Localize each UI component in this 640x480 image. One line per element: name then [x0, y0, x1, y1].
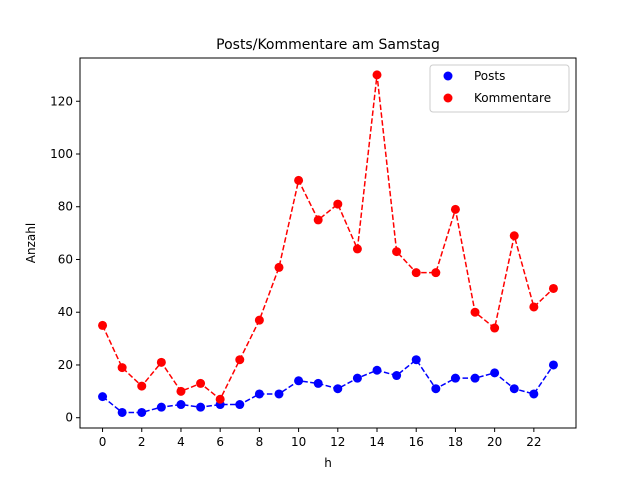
- data-point-posts: [274, 389, 284, 399]
- legend-marker-posts: [443, 71, 453, 81]
- x-tick-label: 4: [177, 435, 185, 449]
- data-point-kommentare: [215, 394, 225, 404]
- x-axis-label: h: [324, 456, 332, 470]
- data-point-posts: [137, 407, 147, 417]
- x-tick-label: 0: [99, 435, 107, 449]
- data-point-kommentare: [490, 323, 500, 333]
- x-tick-label: 6: [216, 435, 224, 449]
- data-point-posts: [529, 389, 539, 399]
- chart-title: Posts/Kommentare am Samstag: [216, 37, 440, 53]
- data-point-kommentare: [274, 262, 284, 272]
- y-tick-label: 80: [58, 200, 73, 214]
- data-point-posts: [411, 355, 421, 365]
- y-tick-label: 40: [58, 305, 73, 319]
- data-point-kommentare: [196, 378, 206, 388]
- data-point-kommentare: [156, 357, 166, 367]
- y-axis: 0 20 40 60 80 100 120: [50, 94, 80, 425]
- x-tick-label: 10: [291, 435, 306, 449]
- y-tick-label: 20: [58, 358, 73, 372]
- legend-label-kommentare: Kommentare: [474, 91, 551, 105]
- data-point-kommentare: [313, 215, 323, 225]
- data-point-kommentare: [529, 302, 539, 312]
- data-point-posts: [196, 402, 206, 412]
- data-point-kommentare: [392, 247, 402, 257]
- x-tick-label: 8: [256, 435, 264, 449]
- data-point-posts: [548, 360, 558, 370]
- data-point-kommentare: [117, 363, 127, 373]
- data-point-kommentare: [372, 70, 382, 80]
- data-point-posts: [431, 384, 441, 394]
- data-point-kommentare: [411, 268, 421, 278]
- data-point-posts: [509, 384, 519, 394]
- data-point-posts: [352, 373, 362, 383]
- data-point-posts: [254, 389, 264, 399]
- data-point-posts: [333, 384, 343, 394]
- x-tick-label: 16: [409, 435, 424, 449]
- x-tick-label: 12: [330, 435, 345, 449]
- x-tick-label: 18: [448, 435, 463, 449]
- y-tick-label: 60: [58, 252, 73, 266]
- plot-area: [98, 70, 558, 417]
- y-tick-label: 0: [65, 411, 73, 425]
- data-point-kommentare: [98, 320, 108, 330]
- x-tick-label: 22: [526, 435, 541, 449]
- data-point-posts: [372, 365, 382, 375]
- legend: Posts Kommentare: [429, 64, 570, 113]
- data-point-posts: [450, 373, 460, 383]
- data-point-posts: [490, 368, 500, 378]
- data-point-kommentare: [235, 355, 245, 365]
- data-point-kommentare: [176, 386, 186, 396]
- x-tick-label: 2: [138, 435, 146, 449]
- data-point-kommentare: [450, 204, 460, 214]
- data-point-kommentare: [333, 199, 343, 209]
- data-point-posts: [313, 378, 323, 388]
- axes-frame: [79, 57, 577, 429]
- y-axis-label: Anzahl: [24, 223, 38, 263]
- data-point-kommentare: [352, 244, 362, 254]
- data-point-posts: [470, 373, 480, 383]
- legend-marker-kommentare: [443, 93, 453, 103]
- data-point-posts: [117, 407, 127, 417]
- legend-label-posts: Posts: [474, 69, 505, 83]
- y-tick-label: 100: [50, 147, 73, 161]
- data-point-kommentare: [548, 283, 558, 293]
- data-point-posts: [235, 400, 245, 410]
- data-point-posts: [98, 392, 108, 402]
- x-tick-label: 20: [487, 435, 502, 449]
- data-point-kommentare: [294, 175, 304, 185]
- data-point-kommentare: [509, 231, 519, 241]
- x-tick-label: 14: [369, 435, 384, 449]
- data-point-kommentare: [470, 307, 480, 317]
- data-point-kommentare: [137, 381, 147, 391]
- data-point-posts: [294, 376, 304, 386]
- x-axis: 0 2 4 6 8 10 12 14 16 18 20 22: [99, 428, 541, 449]
- y-tick-label: 120: [50, 94, 73, 108]
- data-point-kommentare: [254, 315, 264, 325]
- data-point-kommentare: [431, 268, 441, 278]
- data-point-posts: [176, 400, 186, 410]
- legend-box: [429, 64, 570, 113]
- data-point-posts: [156, 402, 166, 412]
- data-point-posts: [392, 371, 402, 381]
